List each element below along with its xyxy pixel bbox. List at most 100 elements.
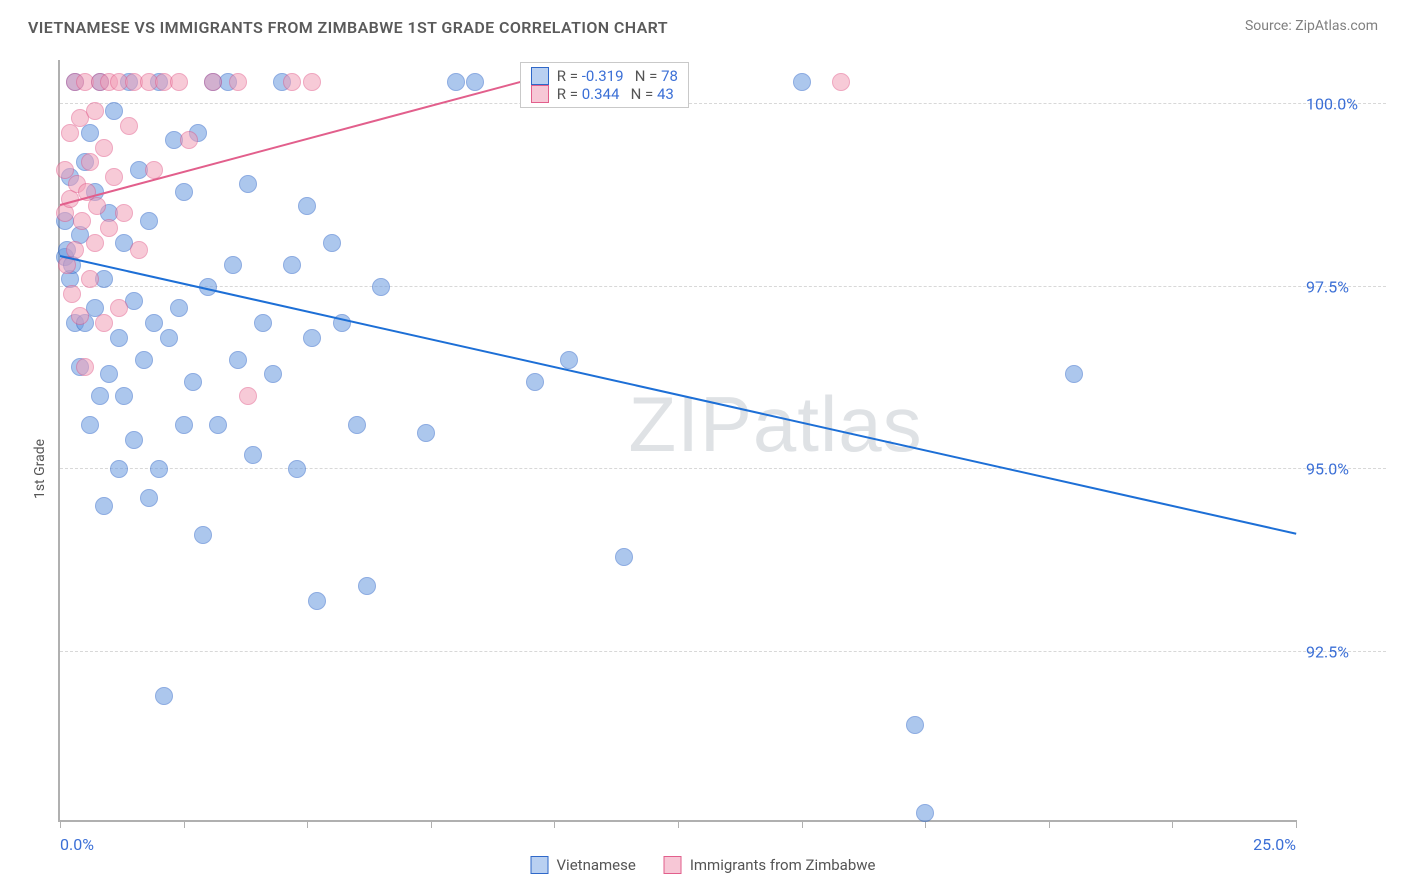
scatter-point bbox=[1065, 365, 1083, 383]
watermark-part2: atlas bbox=[753, 380, 923, 468]
x-tick-mark bbox=[307, 820, 308, 828]
scatter-point bbox=[175, 183, 193, 201]
scatter-point bbox=[81, 153, 99, 171]
scatter-point bbox=[95, 314, 113, 332]
scatter-point bbox=[229, 351, 247, 369]
scatter-point bbox=[358, 577, 376, 595]
scatter-point bbox=[160, 329, 178, 347]
scatter-point bbox=[95, 139, 113, 157]
scatter-point bbox=[71, 307, 89, 325]
y-tick-label: 100.0% bbox=[1306, 94, 1396, 113]
scatter-point bbox=[303, 73, 321, 91]
legend-item-zimbabwe: Immigrants from Zimbabwe bbox=[664, 856, 876, 874]
y-axis-label: 1st Grade bbox=[32, 439, 48, 499]
scatter-point bbox=[832, 73, 850, 91]
scatter-point bbox=[175, 416, 193, 434]
scatter-point bbox=[308, 592, 326, 610]
scatter-point bbox=[372, 278, 390, 296]
scatter-point bbox=[110, 329, 128, 347]
x-tick-mark bbox=[1296, 820, 1297, 828]
scatter-point bbox=[447, 73, 465, 91]
scatter-point bbox=[88, 197, 106, 215]
chart-title: VIETNAMESE VS IMMIGRANTS FROM ZIMBABWE 1… bbox=[28, 18, 668, 37]
scatter-point bbox=[105, 168, 123, 186]
scatter-point bbox=[81, 270, 99, 288]
scatter-point bbox=[76, 358, 94, 376]
scatter-point bbox=[209, 416, 227, 434]
scatter-point bbox=[283, 73, 301, 91]
x-tick-mark bbox=[431, 820, 432, 828]
scatter-point bbox=[417, 424, 435, 442]
scatter-point bbox=[526, 373, 544, 391]
x-tick-mark bbox=[678, 820, 679, 828]
scatter-point bbox=[303, 329, 321, 347]
x-tick-label: 0.0% bbox=[60, 835, 94, 854]
correlation-row: R = -0.319 N = 78 bbox=[531, 67, 678, 85]
scatter-point bbox=[73, 212, 91, 230]
scatter-point bbox=[145, 314, 163, 332]
scatter-point bbox=[239, 387, 257, 405]
scatter-point bbox=[170, 299, 188, 317]
x-tick-mark bbox=[60, 820, 61, 828]
scatter-plot: ZIPatlas 92.5%95.0%97.5%100.0%0.0%25.0%R… bbox=[58, 60, 1296, 822]
scatter-point bbox=[120, 117, 138, 135]
scatter-point bbox=[348, 416, 366, 434]
correlation-row: R = 0.344 N = 43 bbox=[531, 85, 678, 103]
scatter-point bbox=[239, 175, 257, 193]
scatter-point bbox=[615, 548, 633, 566]
scatter-point bbox=[224, 256, 242, 274]
legend-label: Immigrants from Zimbabwe bbox=[690, 856, 876, 874]
scatter-point bbox=[100, 365, 118, 383]
scatter-point bbox=[86, 234, 104, 252]
legend-item-vietnamese: Vietnamese bbox=[531, 856, 636, 874]
scatter-point bbox=[298, 197, 316, 215]
scatter-point bbox=[91, 387, 109, 405]
scatter-point bbox=[115, 204, 133, 222]
legend-label: Vietnamese bbox=[557, 856, 636, 874]
scatter-point bbox=[229, 73, 247, 91]
legend-swatch bbox=[531, 856, 549, 874]
x-tick-mark bbox=[554, 820, 555, 828]
scatter-point bbox=[105, 102, 123, 120]
scatter-point bbox=[170, 73, 188, 91]
scatter-point bbox=[81, 124, 99, 142]
y-tick-label: 95.0% bbox=[1306, 460, 1396, 479]
scatter-point bbox=[204, 73, 222, 91]
scatter-point bbox=[125, 431, 143, 449]
scatter-point bbox=[110, 460, 128, 478]
scatter-point bbox=[466, 73, 484, 91]
scatter-point bbox=[283, 256, 301, 274]
watermark-part1: ZIP bbox=[629, 380, 753, 468]
gridline bbox=[60, 103, 1386, 104]
header: VIETNAMESE VS IMMIGRANTS FROM ZIMBABWE 1… bbox=[0, 0, 1406, 43]
chart-container: 1st Grade ZIPatlas 92.5%95.0%97.5%100.0%… bbox=[0, 46, 1406, 892]
scatter-point bbox=[86, 102, 104, 120]
scatter-point bbox=[150, 460, 168, 478]
x-tick-mark bbox=[184, 820, 185, 828]
scatter-point bbox=[63, 285, 81, 303]
scatter-point bbox=[254, 314, 272, 332]
trend-line bbox=[60, 80, 525, 206]
scatter-point bbox=[184, 373, 202, 391]
legend-swatch bbox=[531, 85, 549, 103]
scatter-point bbox=[135, 351, 153, 369]
correlation-text: R = -0.319 N = 78 bbox=[557, 67, 678, 85]
x-tick-mark bbox=[1049, 820, 1050, 828]
scatter-point bbox=[244, 446, 262, 464]
scatter-point bbox=[140, 212, 158, 230]
scatter-point bbox=[916, 804, 934, 822]
scatter-point bbox=[115, 387, 133, 405]
gridline bbox=[60, 651, 1386, 652]
gridline bbox=[60, 468, 1386, 469]
scatter-point bbox=[130, 241, 148, 259]
legend-bottom: Vietnamese Immigrants from Zimbabwe bbox=[531, 856, 876, 874]
legend-swatch bbox=[664, 856, 682, 874]
scatter-point bbox=[95, 497, 113, 515]
scatter-point bbox=[194, 526, 212, 544]
scatter-point bbox=[288, 460, 306, 478]
x-tick-mark bbox=[1172, 820, 1173, 828]
correlation-text: R = 0.344 N = 43 bbox=[557, 85, 674, 103]
correlation-legend: R = -0.319 N = 78R = 0.344 N = 43 bbox=[520, 62, 689, 108]
x-tick-mark bbox=[802, 820, 803, 828]
scatter-point bbox=[180, 131, 198, 149]
